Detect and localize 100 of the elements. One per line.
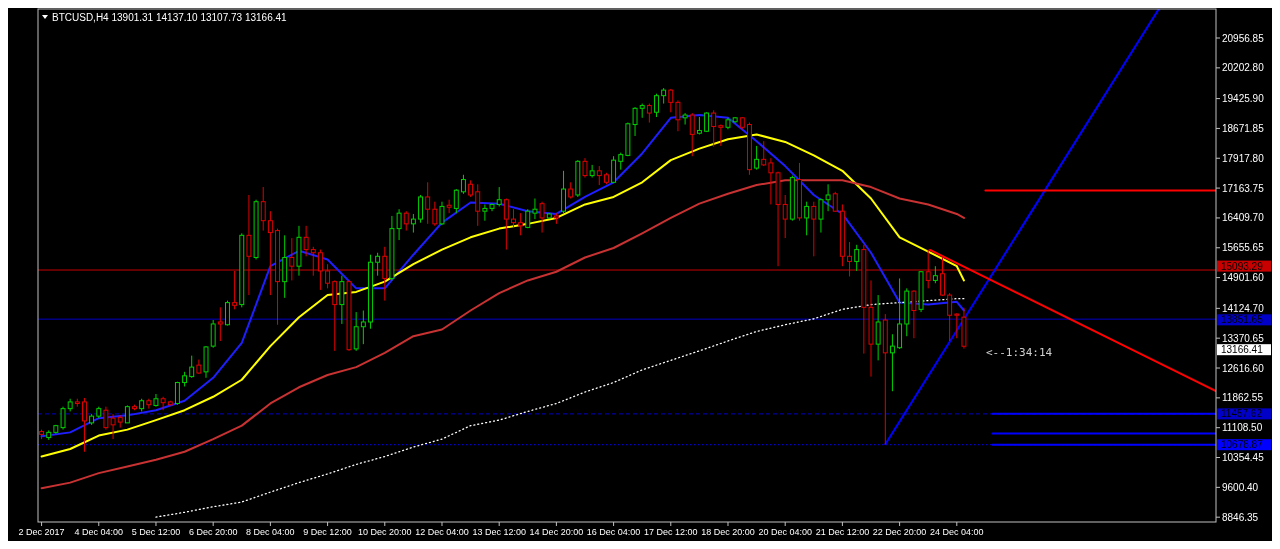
x-tick-label: 20 Dec 04:00 xyxy=(758,527,812,537)
candlestick xyxy=(360,310,366,345)
ref-line-label: 13851.65 xyxy=(1221,314,1264,326)
candlestick xyxy=(847,241,853,277)
candlestick xyxy=(303,225,309,257)
y-tick-label: 14901.60 xyxy=(1222,272,1265,284)
line-series xyxy=(40,179,965,490)
y-tick-label: 16409.70 xyxy=(1222,212,1265,224)
x-tick-label: 8 Dec 04:00 xyxy=(246,527,295,537)
x-tick-label: 16 Dec 04:00 xyxy=(586,527,641,537)
candlestick xyxy=(225,300,230,327)
x-tick-label: 6 Dec 20:00 xyxy=(188,527,238,537)
candlestick xyxy=(375,252,381,277)
ref-line-label: 10678.87 xyxy=(1221,439,1264,451)
candlestick xyxy=(425,181,431,225)
candlestick xyxy=(210,319,216,349)
x-tick-label: 10 Dec 20:00 xyxy=(358,527,412,537)
candlestick xyxy=(232,270,238,310)
candlestick xyxy=(875,294,881,361)
candlestick xyxy=(511,208,516,228)
x-tick-label: 9 Dec 12:00 xyxy=(303,527,352,537)
candlestick xyxy=(189,355,195,379)
candlestick xyxy=(589,164,595,179)
y-tick-label: 17917.80 xyxy=(1222,152,1265,164)
candlestick xyxy=(646,103,652,124)
candlestick xyxy=(947,292,953,342)
candlestick xyxy=(496,186,502,207)
candlestick xyxy=(711,109,717,148)
candlestick xyxy=(897,277,903,350)
candlestick xyxy=(325,263,331,289)
line-series xyxy=(155,297,965,518)
candlestick xyxy=(582,157,588,179)
candlestick xyxy=(925,249,931,289)
x-tick-label: 22 Dec 20:00 xyxy=(872,527,927,537)
y-tick-label: 15655.65 xyxy=(1222,242,1265,254)
candlestick xyxy=(217,306,223,342)
candlestick xyxy=(82,397,87,453)
y-tick-label: 13370.65 xyxy=(1222,332,1265,344)
y-tick-label: 17163.75 xyxy=(1222,182,1265,194)
candlestick xyxy=(518,212,524,236)
candlestick xyxy=(561,170,567,214)
y-tick-label: 18671.85 xyxy=(1222,122,1265,134)
y-tick-label: 14124.70 xyxy=(1222,302,1265,314)
candlestick xyxy=(403,210,409,232)
chart-title: BTCUSD,H4 13901.31 14137.10 13107.73 13166.41 xyxy=(52,12,288,23)
candlestick xyxy=(418,194,423,224)
y-tick-label: 19425.90 xyxy=(1222,93,1265,105)
x-tick-label: 18 Dec 20:00 xyxy=(701,527,755,537)
candlestick xyxy=(460,174,466,195)
candlestick xyxy=(654,93,659,118)
x-tick-label: 4 Dec 04:00 xyxy=(74,527,124,537)
candlestick xyxy=(410,213,416,234)
candlestick xyxy=(954,312,960,339)
candlestick xyxy=(889,333,895,392)
candlestick xyxy=(811,201,817,257)
candlestick xyxy=(761,140,767,167)
candlestick xyxy=(160,396,166,411)
candlestick xyxy=(754,145,760,171)
candlestick xyxy=(353,311,359,352)
candlestick xyxy=(289,237,295,281)
candlestick xyxy=(940,255,945,297)
x-tick-label: 5 Dec 12:00 xyxy=(131,527,181,537)
y-tick-label: 12616.60 xyxy=(1222,362,1265,374)
y-tick-label: 11862.55 xyxy=(1222,392,1264,404)
candlestick xyxy=(382,246,388,302)
y-tick-label: 10354.45 xyxy=(1222,452,1265,464)
candlestick xyxy=(332,279,338,352)
candlestick xyxy=(310,246,316,277)
candlestick xyxy=(453,188,459,214)
x-tick-label: 21 Dec 12:00 xyxy=(815,527,870,537)
y-tick-label: 20202.80 xyxy=(1222,62,1265,74)
x-tick-label: 2 Dec 2017 xyxy=(18,527,65,537)
ref-line-label: 15093.29 xyxy=(1221,260,1264,272)
candlestick xyxy=(832,191,838,213)
y-tick-label: 20956.85 xyxy=(1222,32,1265,44)
candlestick xyxy=(689,112,695,157)
candlestick xyxy=(475,183,481,227)
candlestick xyxy=(446,199,452,214)
y-tick-label: 11108.50 xyxy=(1222,422,1263,434)
x-tick-label: 13 Dec 12:00 xyxy=(472,527,526,537)
candlestick xyxy=(854,244,860,272)
candlestick xyxy=(432,201,438,227)
candlestick xyxy=(782,194,788,239)
candlestick xyxy=(503,198,509,251)
candlestick xyxy=(260,186,266,232)
candlestick xyxy=(611,155,617,184)
x-tick-label: 14 Dec 20:00 xyxy=(529,527,584,537)
candlestick xyxy=(317,249,323,291)
candlestick xyxy=(267,210,273,296)
x-tick-label: 24 Dec 04:00 xyxy=(930,527,984,537)
ref-line-label: 11457.62 xyxy=(1221,408,1263,420)
y-tick-label: 8846.35 xyxy=(1222,511,1259,523)
x-tick-label: 12 Dec 04:00 xyxy=(415,527,469,537)
candlestick xyxy=(804,201,810,236)
y-tick-label: 9600.40 xyxy=(1222,481,1259,493)
candlestick xyxy=(60,406,66,431)
x-tick-label: 17 Dec 12:00 xyxy=(644,527,698,537)
text: 13166.41 xyxy=(1221,344,1264,356)
annotation: <--1:34:14 xyxy=(985,346,1053,360)
candlestick xyxy=(596,165,602,186)
